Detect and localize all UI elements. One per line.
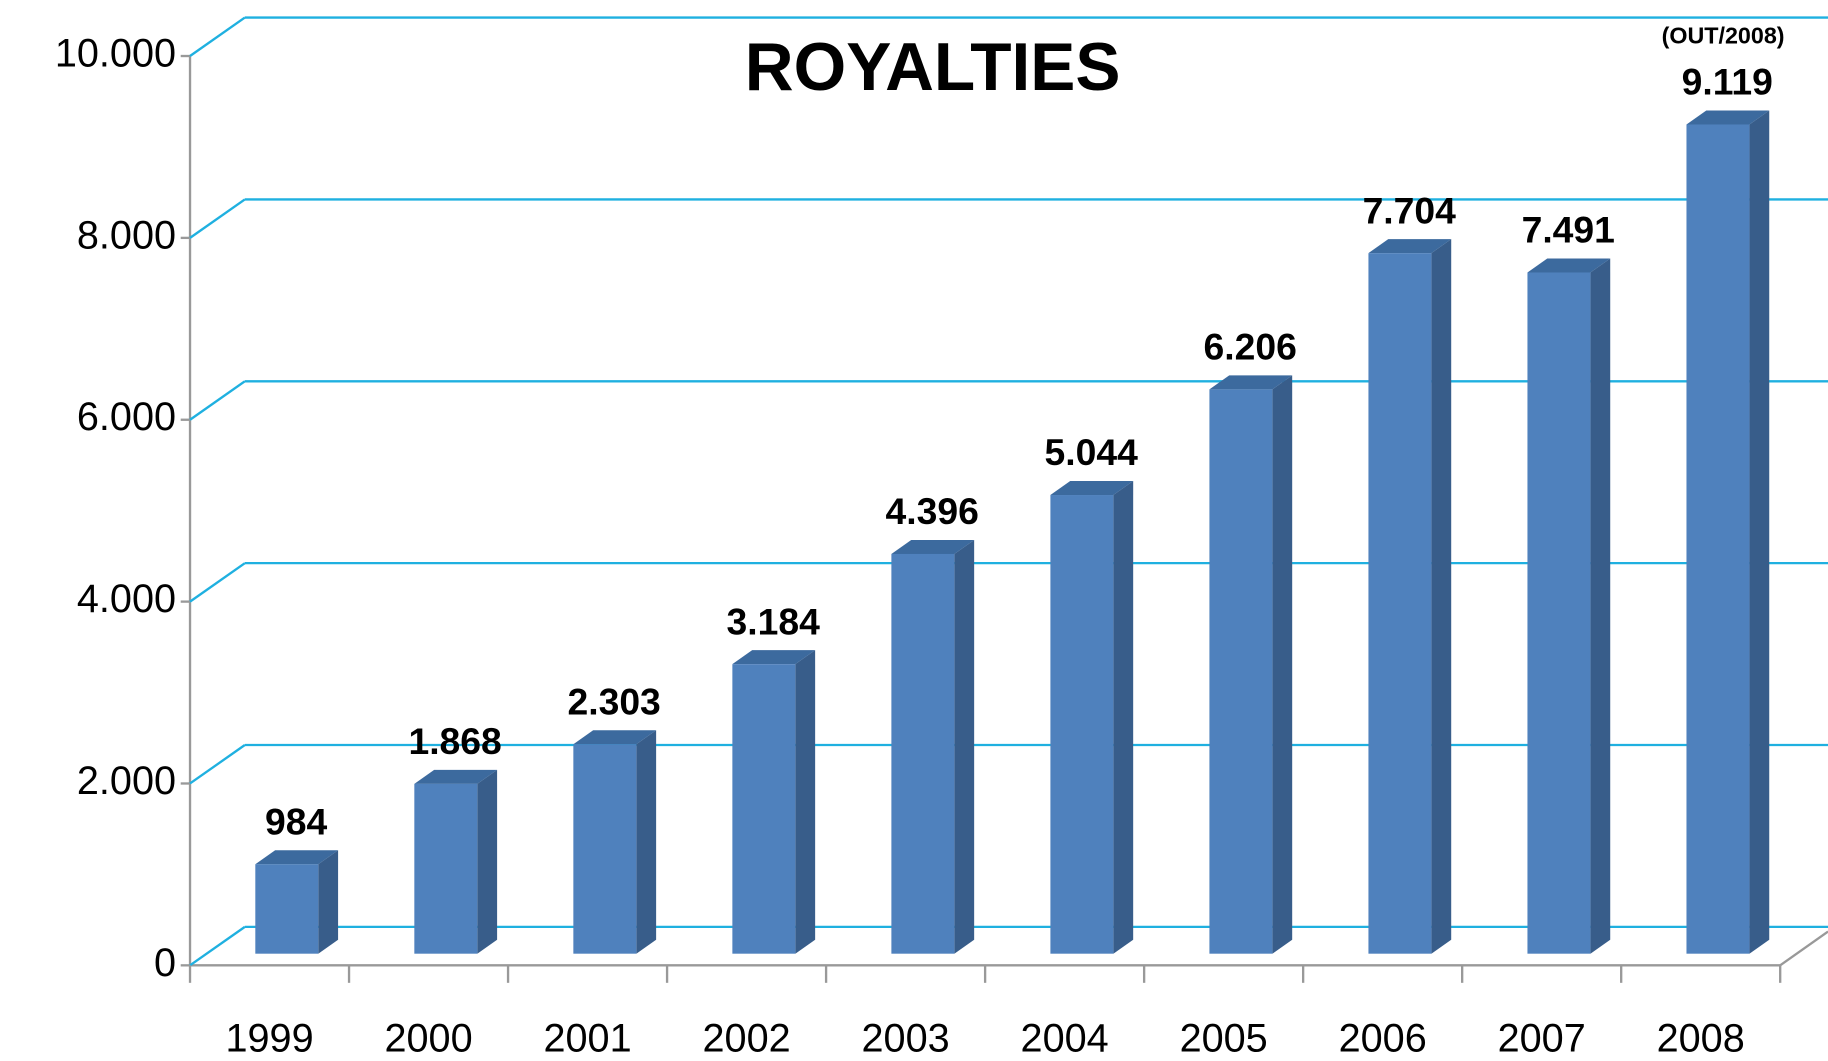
bar xyxy=(1527,272,1591,954)
bar-top xyxy=(1050,481,1134,496)
bar-top xyxy=(1368,239,1452,254)
bar-top xyxy=(732,650,816,665)
bar-side xyxy=(1272,375,1293,954)
bar xyxy=(1686,124,1750,954)
bar-side xyxy=(1113,481,1134,954)
y-tick-label: 0 xyxy=(154,941,176,985)
x-tick-label: 1999 xyxy=(225,1017,313,1061)
bar-side xyxy=(1590,258,1611,954)
bar-top xyxy=(891,539,975,554)
x-tick-label: 2000 xyxy=(384,1017,472,1061)
bar-side xyxy=(795,650,816,954)
floor-right xyxy=(1779,930,1828,967)
bar-side xyxy=(318,850,339,954)
grid-line xyxy=(189,925,246,967)
x-tick-label: 2002 xyxy=(703,1017,791,1061)
bar xyxy=(891,553,955,954)
value-label: 2.303 xyxy=(567,680,660,722)
value-label: 6.206 xyxy=(1204,326,1297,368)
bar-top xyxy=(573,730,657,745)
annotation: (OUT/2008) xyxy=(1662,23,1785,49)
bar-side xyxy=(1431,239,1452,954)
y-tick-label: 10.000 xyxy=(55,31,176,75)
x-tick-label: 2007 xyxy=(1498,1017,1586,1061)
bar-side xyxy=(954,539,975,954)
value-label: 9.119 xyxy=(1682,61,1773,103)
y-tick-label: 2.000 xyxy=(77,759,176,803)
bar xyxy=(573,744,637,954)
bar-side xyxy=(1749,110,1770,954)
value-label: 7.704 xyxy=(1363,189,1457,231)
grid-line xyxy=(189,198,246,239)
y-tick-label: 4.000 xyxy=(77,577,176,621)
grid-line xyxy=(189,562,246,603)
value-label: 7.491 xyxy=(1522,209,1615,251)
bar-top xyxy=(1209,375,1293,390)
chart-title: ROYALTIES xyxy=(745,30,1121,105)
bar xyxy=(1209,389,1273,954)
x-tick-label: 2004 xyxy=(1021,1017,1109,1061)
bar-side xyxy=(636,730,657,954)
bar-top xyxy=(1686,110,1770,125)
value-label: 4.396 xyxy=(886,490,979,532)
bar xyxy=(732,664,796,954)
value-label: 984 xyxy=(265,800,327,842)
bar xyxy=(1368,253,1432,954)
y-tick-label: 6.000 xyxy=(77,395,176,439)
bar-top xyxy=(255,850,339,865)
bar xyxy=(414,783,478,954)
x-tick-label: 2006 xyxy=(1339,1017,1427,1061)
value-label: 1.868 xyxy=(408,720,501,762)
x-tick-label: 2001 xyxy=(543,1017,631,1061)
grid-line xyxy=(189,380,246,421)
grid-line xyxy=(189,16,246,57)
value-label: 3.184 xyxy=(726,600,820,642)
x-tick-label: 2005 xyxy=(1180,1017,1268,1061)
bar xyxy=(1050,495,1114,954)
bar-side xyxy=(477,769,498,954)
y-tick-label: 8.000 xyxy=(77,213,176,257)
bar-top xyxy=(1527,258,1611,273)
bar-top xyxy=(414,769,498,784)
x-tick-label: 2008 xyxy=(1657,1017,1745,1061)
grid-line xyxy=(189,744,246,785)
value-label: 5.044 xyxy=(1045,431,1139,473)
bar xyxy=(255,864,319,954)
x-tick-label: 2003 xyxy=(862,1017,950,1061)
